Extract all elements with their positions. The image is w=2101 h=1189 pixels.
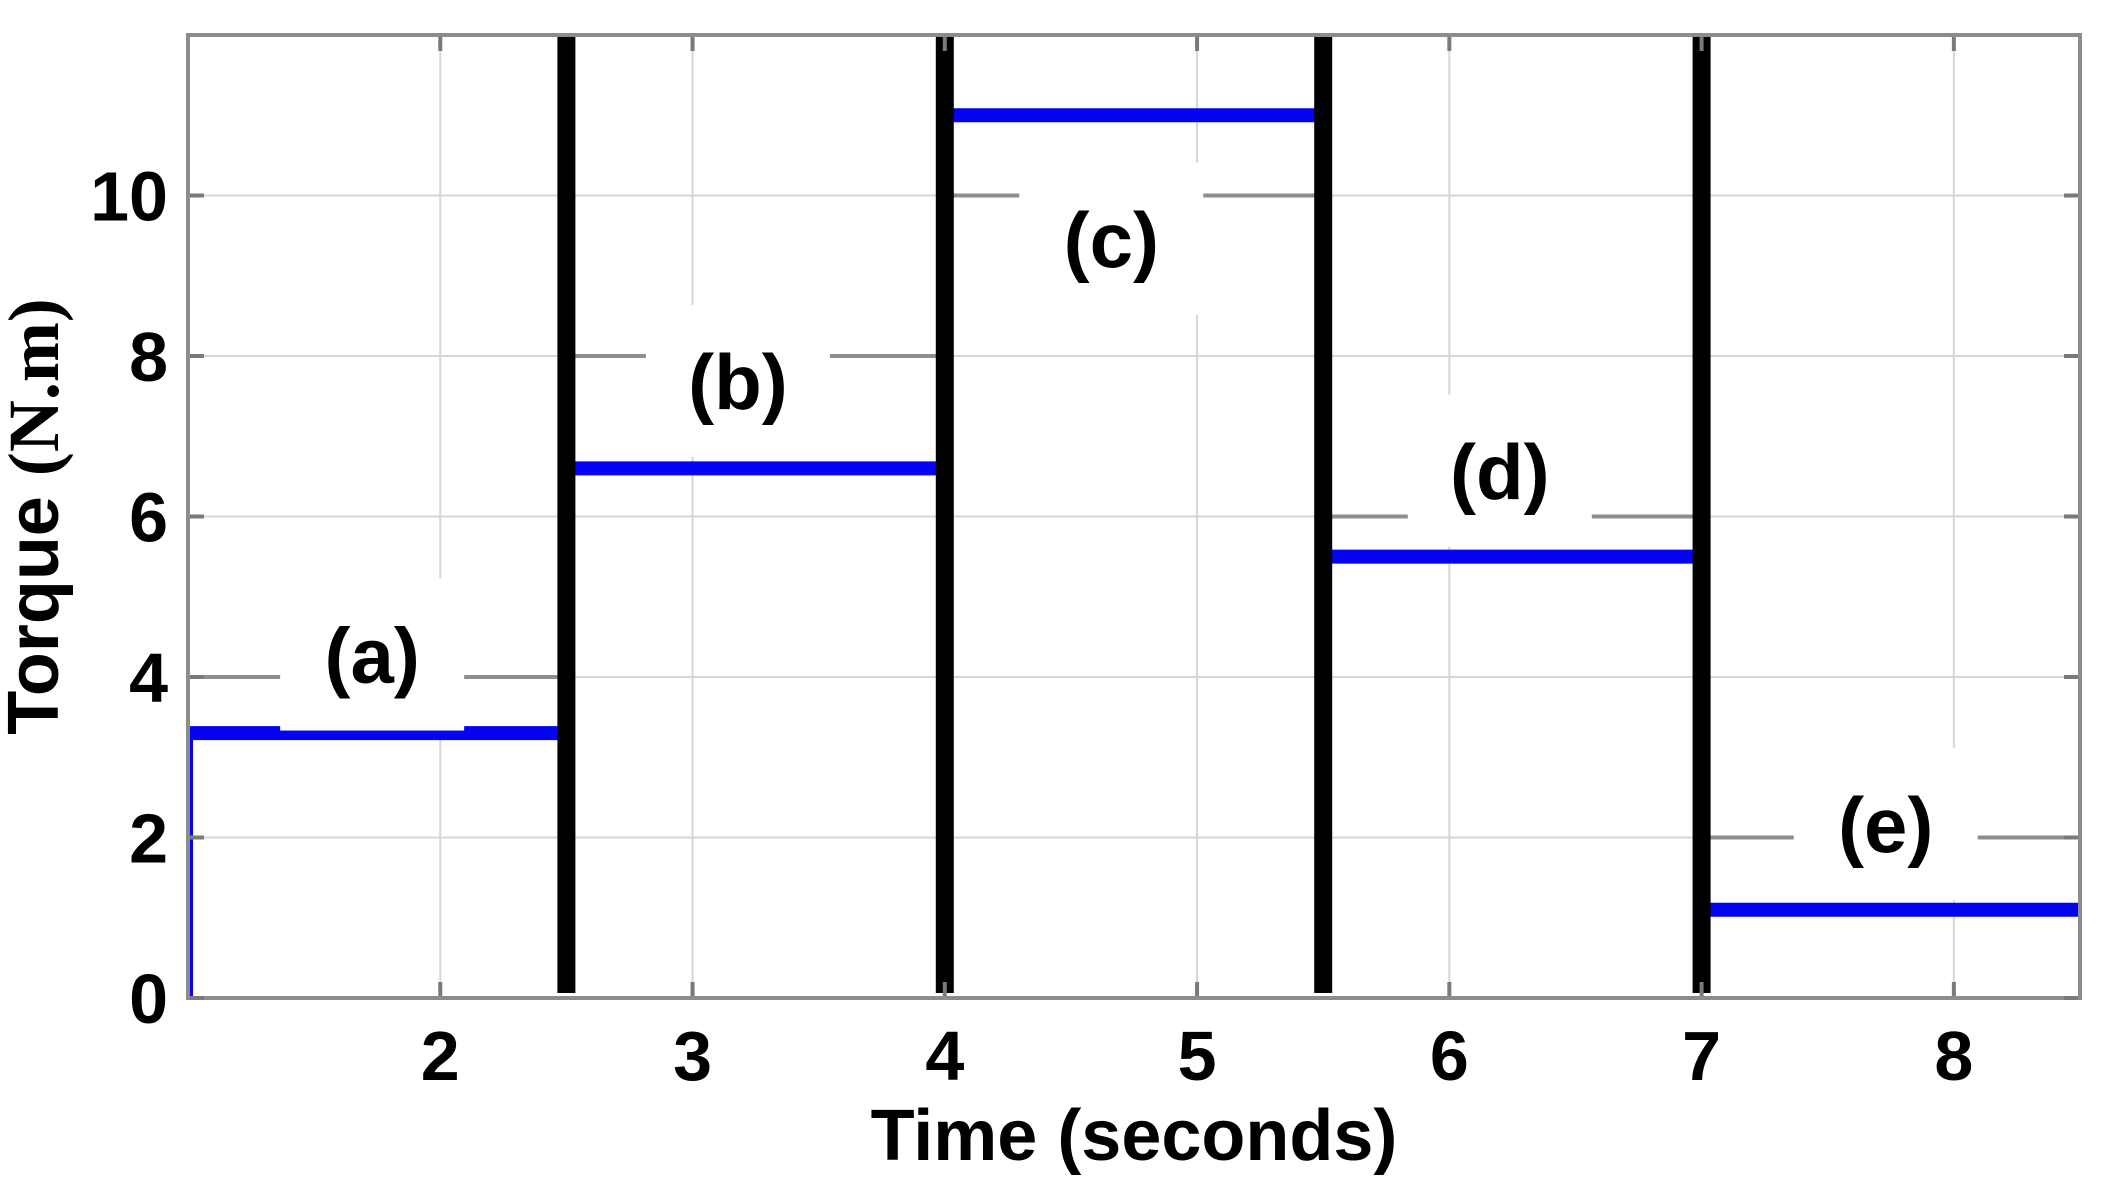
torque-signal xyxy=(188,108,2080,996)
y-tick-label-6: 6 xyxy=(129,479,168,557)
separator-layer xyxy=(557,35,1711,993)
x-axis-label: Time (seconds) xyxy=(871,1096,1398,1176)
segment-label-box-d xyxy=(1407,394,1592,547)
y-tick-label-8: 8 xyxy=(129,318,168,396)
segment-label-box-e xyxy=(1793,747,1978,900)
x-tick-label-4: 4 xyxy=(925,1017,964,1095)
segment-label-box-b xyxy=(645,304,830,457)
plot-border xyxy=(186,33,2082,1000)
y-tick-label-2: 2 xyxy=(129,800,168,878)
y-axis-label: Torque (N.m) xyxy=(0,298,74,735)
segment-label-layer: (a) (b) (c) (d) (e) xyxy=(280,162,1978,900)
y-tick-label-4: 4 xyxy=(129,639,168,717)
y-tick-label-10: 10 xyxy=(90,158,168,236)
x-tick-label-6: 6 xyxy=(1430,1017,1469,1095)
x-tick-label-5: 5 xyxy=(1178,1017,1217,1095)
tick-label-layer: 2 3 4 5 6 7 8 0 2 4 6 8 10 xyxy=(90,158,1973,1096)
x-tick-label-3: 3 xyxy=(673,1017,712,1095)
segment-label-e: (e) xyxy=(1838,781,1933,869)
x-tick-label-2: 2 xyxy=(421,1017,460,1095)
segment-label-c: (c) xyxy=(1064,196,1159,284)
x-tick-label-7: 7 xyxy=(1682,1017,1721,1095)
segment-label-d: (d) xyxy=(1450,428,1550,516)
x-tick-label-8: 8 xyxy=(1934,1017,1973,1095)
segment-label-b: (b) xyxy=(688,338,788,426)
segment-label-a: (a) xyxy=(324,612,419,700)
segment-label-box-c xyxy=(1019,162,1204,315)
segment-label-box-a xyxy=(280,578,465,731)
y-tick-label-0: 0 xyxy=(129,960,168,1038)
tick-layer xyxy=(190,37,2078,1000)
